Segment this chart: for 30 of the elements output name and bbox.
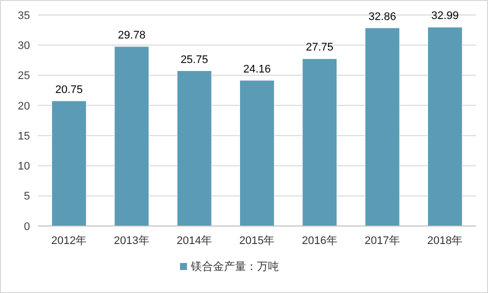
y-tick-label: 25 [18,70,30,82]
bar [302,58,338,226]
y-tick-label: 30 [18,40,30,52]
y-tick-label: 20 [18,100,30,112]
y-tick-label: 15 [18,130,30,142]
x-tick-label: 2018年 [427,235,463,247]
x-tick-label: 2014年 [176,235,212,247]
data-label: 32.99 [431,10,459,22]
y-tick-label: 35 [18,10,30,22]
data-label: 29.78 [118,29,146,42]
legend-label: 镁合金产量：万吨 [190,260,279,273]
data-label: 25.75 [180,54,208,66]
bar [364,28,400,226]
bar [176,70,212,226]
data-label: 32.86 [368,10,396,23]
x-tick-label: 2013年 [114,235,150,247]
data-label: 24.16 [243,63,271,76]
x-tick-label: 2015年 [239,235,275,247]
bar [240,80,274,226]
y-tick-label: 5 [24,190,30,203]
y-tick-label: 0 [24,220,30,233]
bar [428,26,462,226]
x-tick-label: 2012年 [51,235,87,247]
x-tick-label: 2017年 [364,235,400,247]
x-tick-label: 2016年 [302,235,338,247]
bar [114,46,150,226]
data-label: 27.75 [306,42,334,54]
bar [52,100,86,226]
y-tick-label: 10 [18,160,30,173]
data-label: 20.75 [55,84,83,96]
